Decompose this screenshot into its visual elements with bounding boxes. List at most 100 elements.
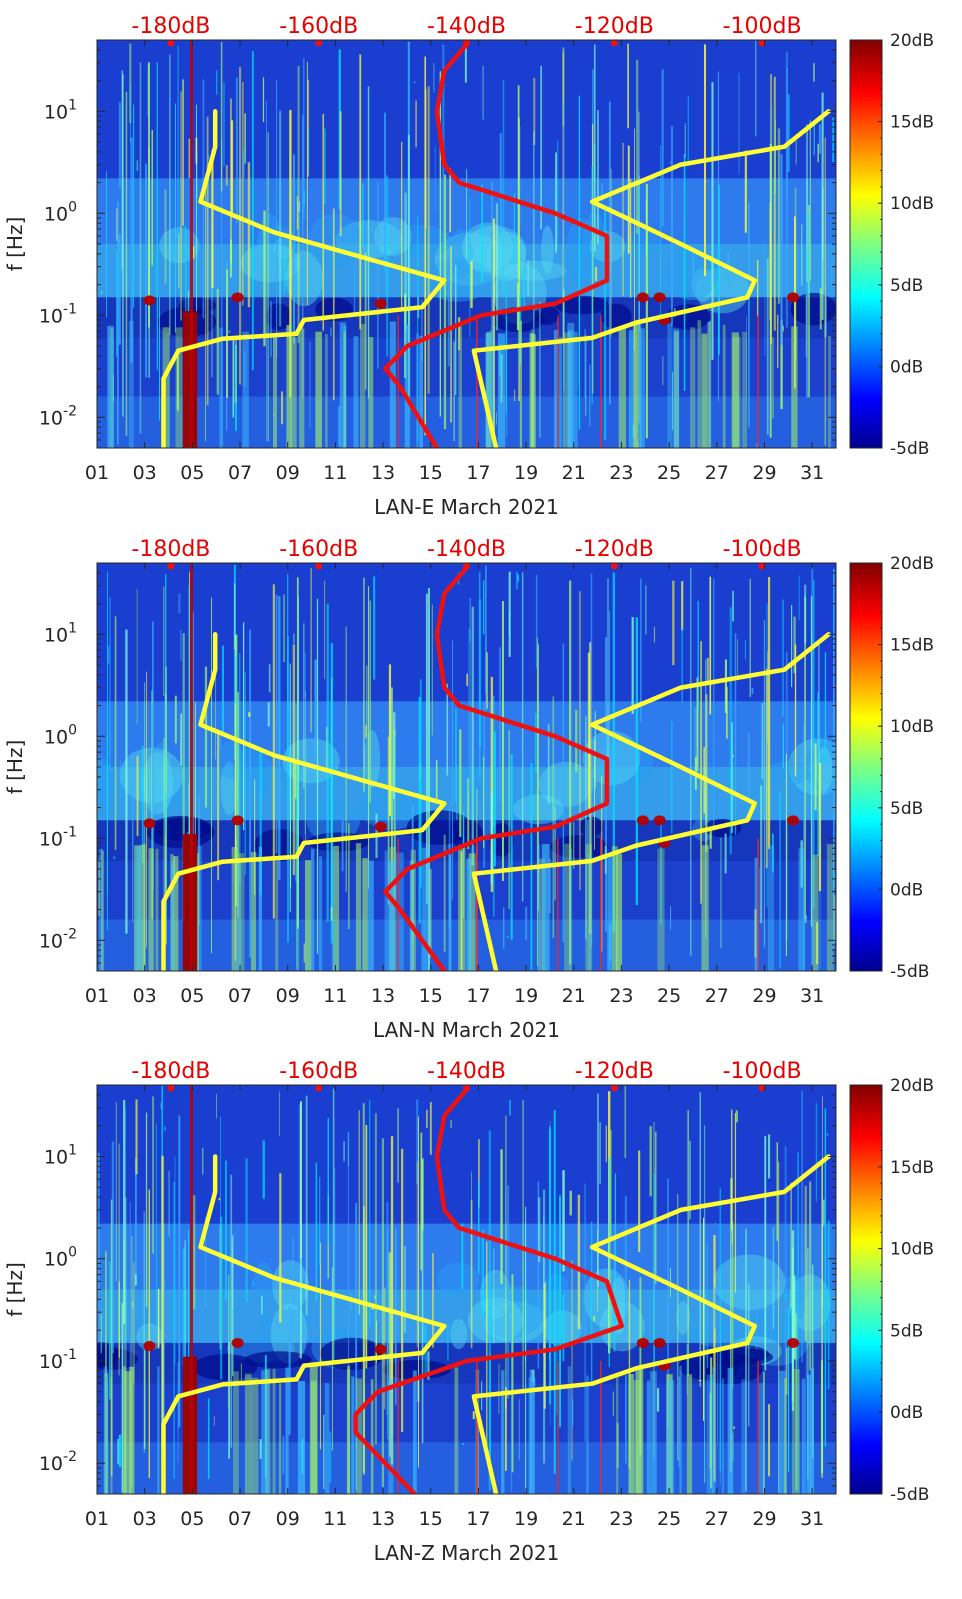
- low-frequency-block: [519, 320, 522, 448]
- db-marker: [315, 563, 323, 570]
- x-tick-label: 25: [657, 1508, 681, 1530]
- streak: [319, 1177, 321, 1266]
- x-axis-label: LAN-E March 2021: [374, 495, 559, 519]
- streak: [248, 712, 251, 717]
- top-db-label: -140dB: [427, 1059, 506, 1084]
- colorbar-label: 15dB: [890, 636, 934, 656]
- streak: [334, 1168, 336, 1338]
- streak: [118, 1281, 120, 1358]
- streak: [283, 594, 285, 663]
- streak: [136, 755, 139, 836]
- low-frequency-block: [553, 329, 559, 448]
- streak: [125, 1197, 127, 1493]
- streak: [242, 622, 245, 831]
- streak: [341, 820, 344, 872]
- streak: [124, 1108, 127, 1273]
- low-frequency-block: [278, 1383, 282, 1494]
- streak: [697, 600, 699, 710]
- x-tick-label: 13: [371, 462, 395, 484]
- streak: [635, 617, 639, 906]
- streak: [724, 659, 728, 713]
- streak: [458, 317, 461, 351]
- low-frequency-block: [238, 853, 245, 971]
- streak: [823, 1199, 825, 1226]
- streak: [116, 251, 118, 357]
- colorbar-label: 20dB: [890, 1076, 934, 1096]
- streak: [355, 1203, 358, 1491]
- streak: [275, 594, 278, 854]
- low-frequency-block: [585, 844, 593, 971]
- colorbar-label: 15dB: [890, 113, 934, 133]
- energy-spot: [374, 298, 387, 309]
- streak: [434, 145, 436, 212]
- streak: [309, 341, 311, 429]
- top-db-label: -180dB: [131, 1059, 210, 1084]
- low-frequency-block: [468, 853, 476, 971]
- streak: [681, 626, 683, 703]
- streak: [381, 1138, 385, 1488]
- streak: [705, 694, 708, 852]
- low-frequency-block: [101, 850, 105, 971]
- streak: [597, 1093, 599, 1288]
- event-line: [757, 315, 759, 448]
- streak: [322, 1415, 325, 1489]
- streak: [397, 1108, 399, 1183]
- streak: [266, 100, 267, 442]
- low-frequency-block: [632, 322, 638, 448]
- streak: [267, 702, 270, 727]
- streak: [173, 1181, 175, 1479]
- streak: [555, 152, 557, 253]
- streak: [486, 652, 488, 709]
- microseism-patch: [97, 756, 113, 800]
- streak: [699, 1092, 701, 1387]
- streak: [443, 174, 447, 430]
- colorbar-label: 0dB: [890, 357, 923, 377]
- microseism-patch: [308, 213, 363, 269]
- microseism-patch: [541, 225, 554, 274]
- streak: [374, 1295, 376, 1300]
- low-frequency-block: [219, 327, 224, 448]
- streak: [343, 1141, 345, 1162]
- streak: [795, 1313, 797, 1491]
- low-frequency-block: [586, 1375, 589, 1494]
- streak: [575, 709, 578, 773]
- low-frequency-block: [310, 1380, 317, 1494]
- low-frequency-block: [497, 333, 506, 448]
- streak: [772, 337, 774, 419]
- y-tick-label: 10-2: [39, 1449, 77, 1475]
- microseism-patch: [713, 1254, 786, 1310]
- streak: [98, 859, 100, 916]
- streak: [367, 86, 370, 399]
- streak: [230, 98, 232, 263]
- microseism-patch: [582, 730, 641, 786]
- streak: [709, 828, 712, 849]
- streak: [731, 1109, 733, 1231]
- streak: [748, 1283, 750, 1427]
- streak: [163, 737, 165, 919]
- db-marker: [463, 1085, 470, 1092]
- streak: [303, 57, 305, 219]
- energy-spot: [636, 1337, 649, 1348]
- streak: [118, 1434, 122, 1467]
- spectrogram-area: [97, 563, 836, 971]
- streak: [813, 580, 815, 909]
- streak: [239, 67, 242, 385]
- low-frequency-block: [368, 337, 374, 448]
- streak: [374, 1113, 377, 1445]
- streak: [508, 571, 511, 657]
- low-frequency-block: [731, 332, 739, 448]
- streak: [660, 813, 662, 925]
- low-frequency-block: [236, 857, 242, 971]
- streak: [225, 165, 228, 186]
- x-axis-label: LAN-Z March 2021: [374, 1541, 560, 1565]
- streak: [820, 1360, 824, 1474]
- streak: [108, 1261, 111, 1400]
- db-marker: [463, 40, 470, 47]
- low-frequency-block: [757, 1383, 765, 1494]
- streak: [678, 1376, 681, 1467]
- low-frequency-block: [148, 848, 154, 971]
- streak: [429, 1102, 432, 1155]
- low-frequency-block: [798, 848, 806, 971]
- low-frequency-block: [801, 1378, 806, 1494]
- low-frequency-block: [197, 845, 202, 971]
